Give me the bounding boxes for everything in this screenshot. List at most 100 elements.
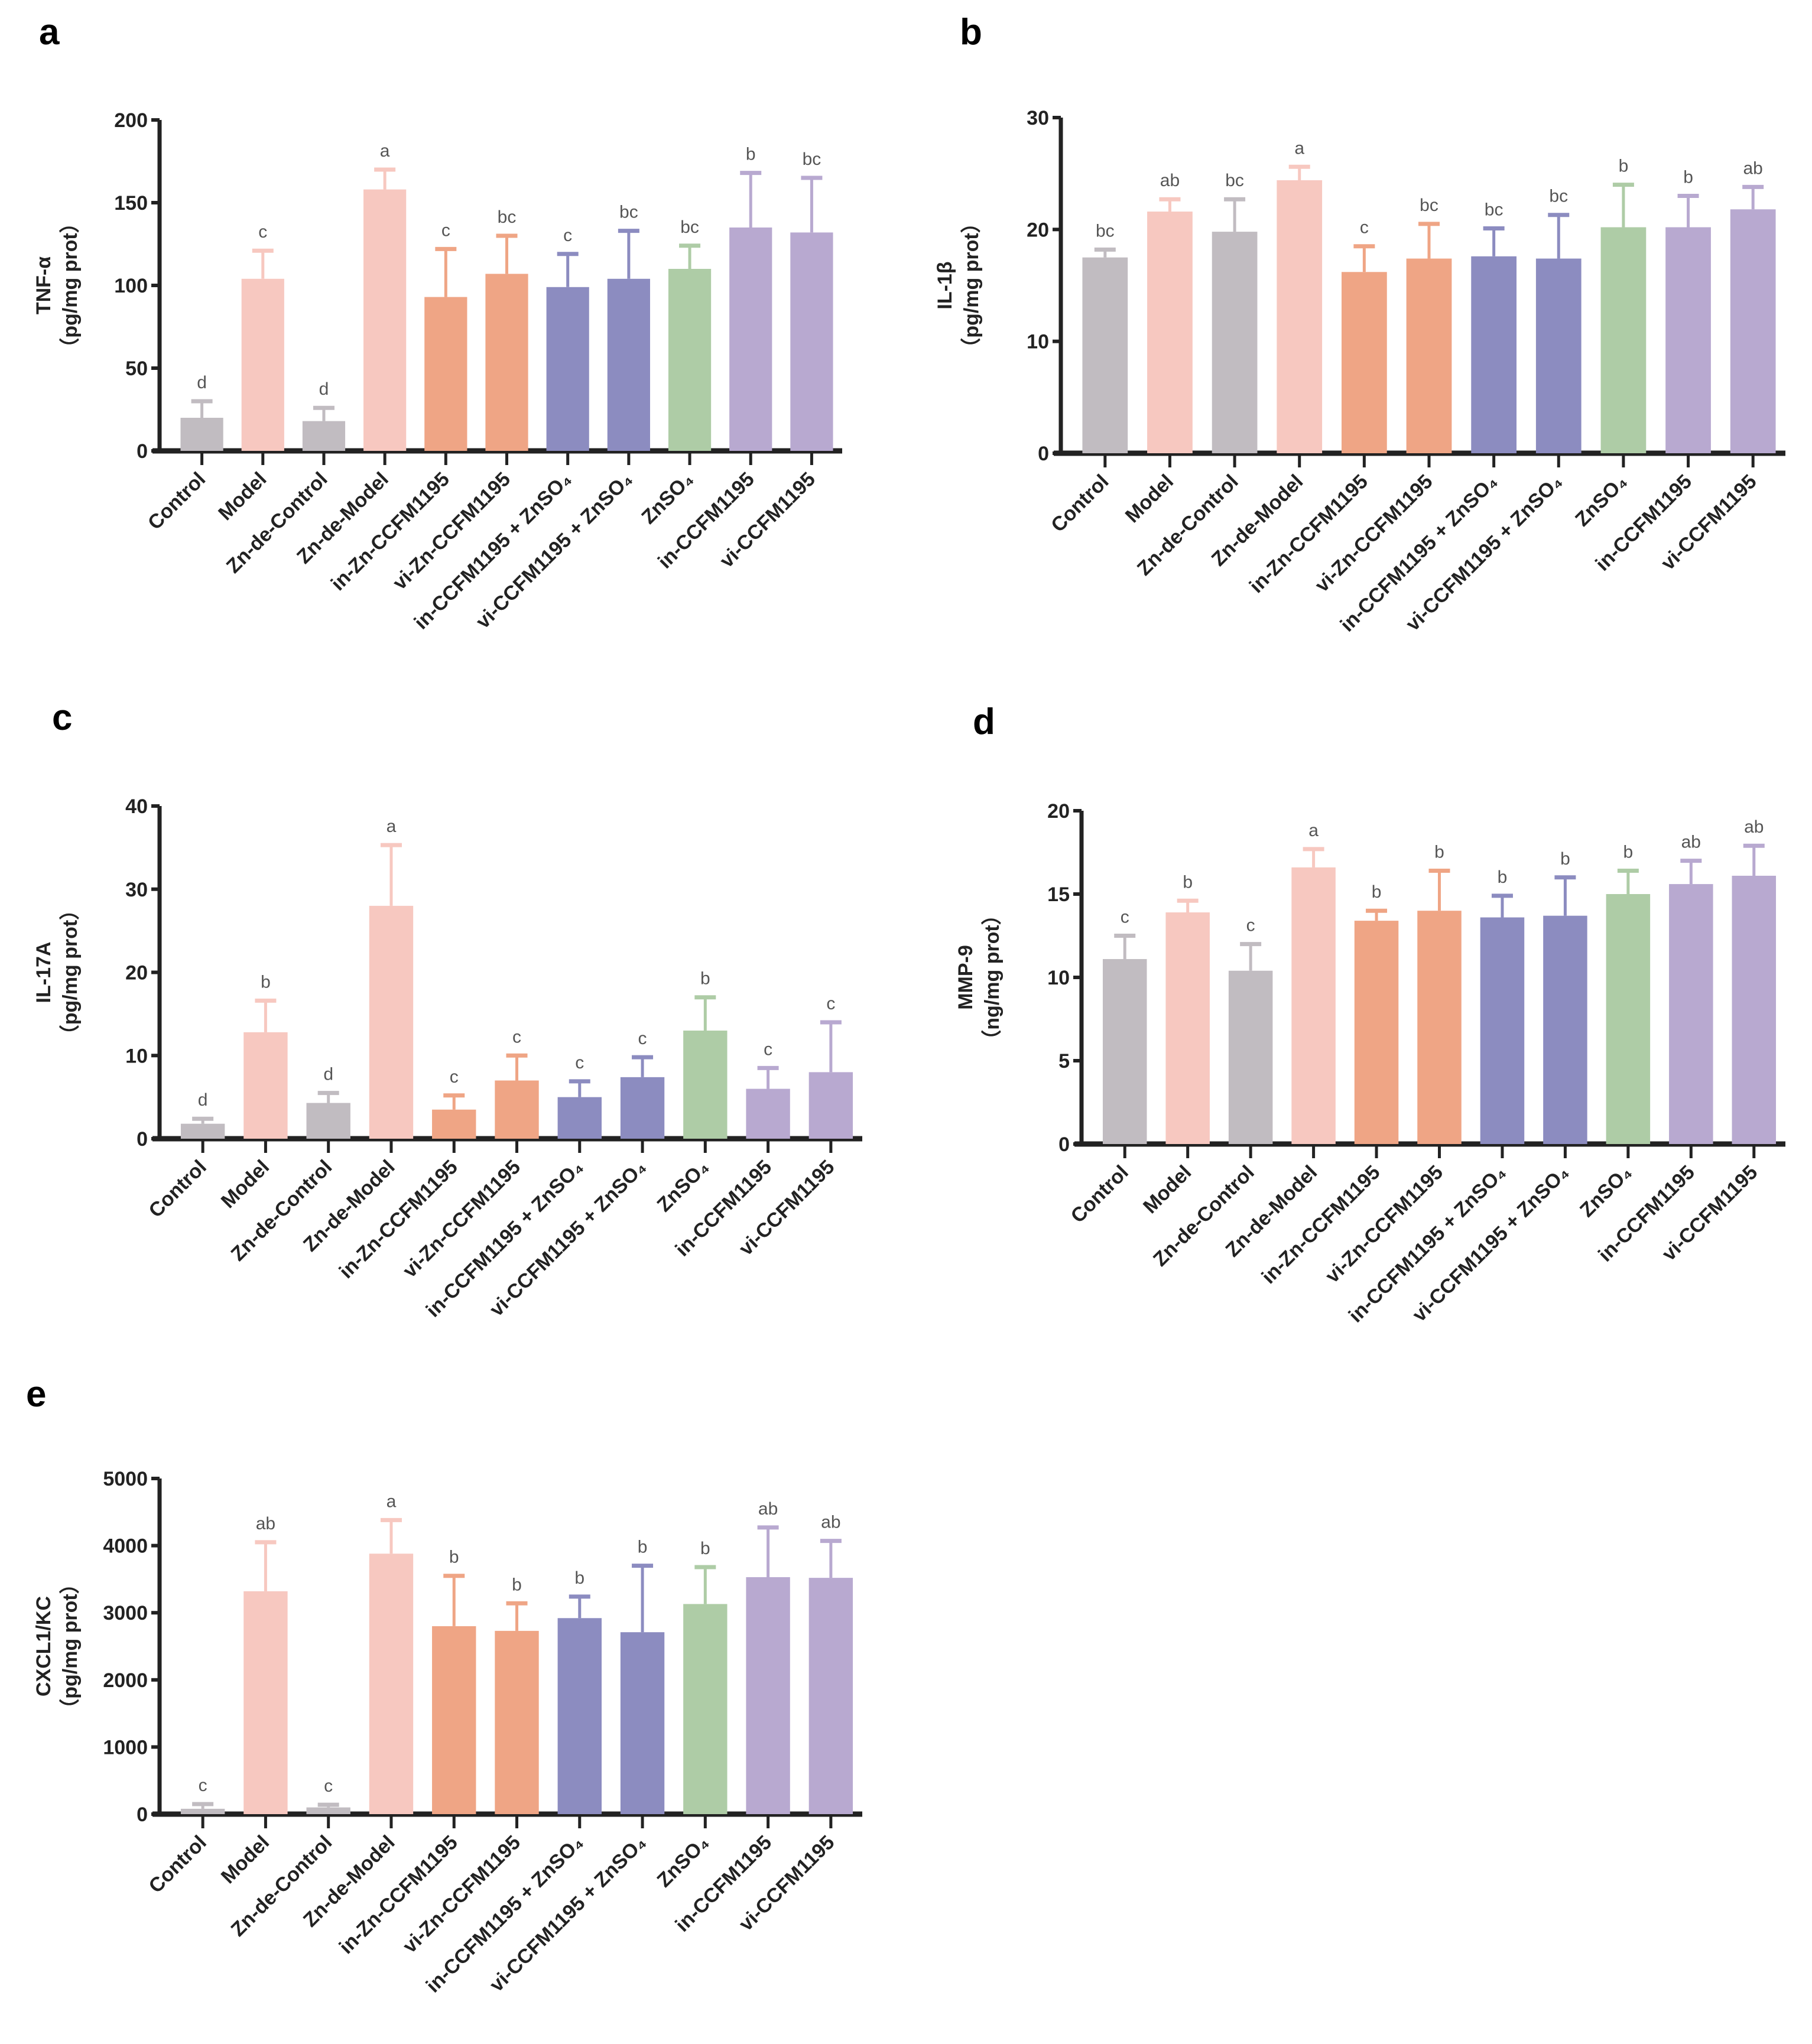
y-tick-label: 5 <box>1058 1050 1070 1073</box>
y-axis-unit: （pg/mg prot） <box>59 213 82 358</box>
bar <box>306 1807 350 1814</box>
y-tick-label: 100 <box>114 275 148 297</box>
panel-letter: a <box>39 12 60 53</box>
bar <box>1212 232 1258 453</box>
y-tick-label: 20 <box>1027 219 1049 241</box>
y-tick-label: 0 <box>1058 1133 1070 1156</box>
x-tick-label: vi-Zn-CCFM1195 <box>1321 1161 1447 1288</box>
significance-letter: bc <box>1420 196 1438 215</box>
bar <box>746 1577 790 1814</box>
significance-letter: b <box>1619 157 1629 176</box>
x-tick-label: ZnSO₄ <box>637 468 697 528</box>
bar <box>607 278 650 451</box>
bar <box>620 1077 665 1139</box>
y-tick-label: 30 <box>125 879 148 901</box>
significance-letter: b <box>449 1548 459 1567</box>
panel-letter: c <box>52 697 72 738</box>
significance-letter: ab <box>256 1514 275 1533</box>
x-tick-label: Control <box>144 468 210 534</box>
significance-letter: bc <box>1485 200 1503 219</box>
significance-letter: c <box>1360 218 1369 238</box>
bar <box>1600 227 1647 453</box>
bar <box>1147 212 1193 453</box>
x-tick-label: vi-Zn-CCFM1195 <box>398 1156 525 1282</box>
significance-letter: a <box>380 141 390 161</box>
y-tick-label: 0 <box>137 1803 148 1826</box>
bar <box>683 1604 728 1814</box>
significance-letter: b <box>1623 843 1634 862</box>
bar <box>1543 915 1587 1144</box>
chart-panel-a: a 0 50 100 150 200 TNF-α （pg/mg prot） d Control c M… <box>33 12 842 634</box>
y-axis-unit: （pg/mg prot） <box>59 900 82 1045</box>
significance-letter: bc <box>803 150 821 169</box>
bar <box>243 1032 288 1139</box>
bar <box>546 287 589 451</box>
bar <box>1082 257 1128 453</box>
panel-letter: b <box>960 12 982 53</box>
y-axis-label: IL-1β <box>934 261 956 309</box>
bar <box>306 1103 350 1139</box>
significance-letter: ab <box>821 1513 840 1532</box>
y-tick-label: 15 <box>1047 883 1070 906</box>
bar <box>1471 256 1517 453</box>
bar <box>495 1630 539 1814</box>
bar <box>1354 921 1399 1144</box>
x-tick-label: Model <box>217 1831 274 1888</box>
y-tick-label: 40 <box>125 795 148 818</box>
significance-letter: b <box>1683 168 1693 187</box>
significance-letter: b <box>1434 843 1444 862</box>
bar <box>1102 958 1147 1144</box>
bar <box>1535 258 1582 453</box>
bar <box>557 1618 602 1814</box>
bar <box>180 1123 225 1139</box>
significance-letter: a <box>387 817 397 836</box>
bar <box>424 297 467 451</box>
chart-panel-c: c 0 10 20 30 40 IL-17A （pg/mg prot） d Control b Mod… <box>33 697 862 1322</box>
significance-letter: c <box>441 220 450 240</box>
panel-letter: e <box>26 1374 46 1415</box>
chart-panel-e: e 0 1000 2000 3000 4000 5000 CXCL1/KC （pg/mg pro… <box>26 1374 862 1997</box>
significance-letter: ab <box>1743 158 1762 178</box>
y-tick-label: 0 <box>137 1128 148 1151</box>
y-tick-label: 10 <box>1027 331 1049 353</box>
significance-letter: b <box>638 1538 648 1557</box>
y-tick-label: 5000 <box>103 1468 148 1490</box>
x-tick-label: Model <box>1139 1161 1196 1218</box>
bar <box>1480 917 1525 1144</box>
x-tick-label: ZnSO₄ <box>653 1156 713 1216</box>
x-tick-label: in-Zn-CCFM1195 <box>335 1831 462 1958</box>
significance-letter: c <box>199 1776 207 1795</box>
bar <box>243 1591 288 1814</box>
significance-letter: bc <box>1096 221 1115 241</box>
bar <box>432 1626 476 1814</box>
y-axis-label: IL-17A <box>33 942 55 1003</box>
x-tick-label: vi-Zn-CCFM1195 <box>388 468 515 594</box>
significance-letter: bc <box>1549 187 1568 206</box>
significance-letter: a <box>1308 821 1319 840</box>
bar <box>1165 912 1210 1144</box>
y-tick-label: 30 <box>1027 107 1049 129</box>
panel-letter: d <box>973 701 995 742</box>
y-tick-label: 10 <box>125 1045 148 1067</box>
bar <box>495 1080 539 1139</box>
significance-letter: b <box>1372 882 1382 902</box>
bar <box>1606 894 1651 1144</box>
bar <box>1665 227 1711 453</box>
significance-letter: bc <box>1225 171 1244 190</box>
x-tick-label: Control <box>1047 470 1113 537</box>
x-tick-label: Control <box>144 1831 210 1897</box>
significance-letter: c <box>826 994 835 1013</box>
significance-letter: b <box>1560 849 1570 869</box>
x-tick-label: Model <box>217 1156 274 1213</box>
significance-letter: b <box>1183 872 1193 892</box>
bar <box>790 232 833 451</box>
bar <box>729 228 772 451</box>
bar <box>1277 180 1323 453</box>
x-tick-label: vi-Zn-CCFM1195 <box>398 1831 525 1958</box>
x-tick-label: Model <box>214 468 271 525</box>
y-tick-label: 2000 <box>103 1669 148 1692</box>
significance-letter: b <box>1498 867 1508 887</box>
significance-letter: b <box>700 1539 710 1558</box>
significance-letter: c <box>450 1067 459 1087</box>
